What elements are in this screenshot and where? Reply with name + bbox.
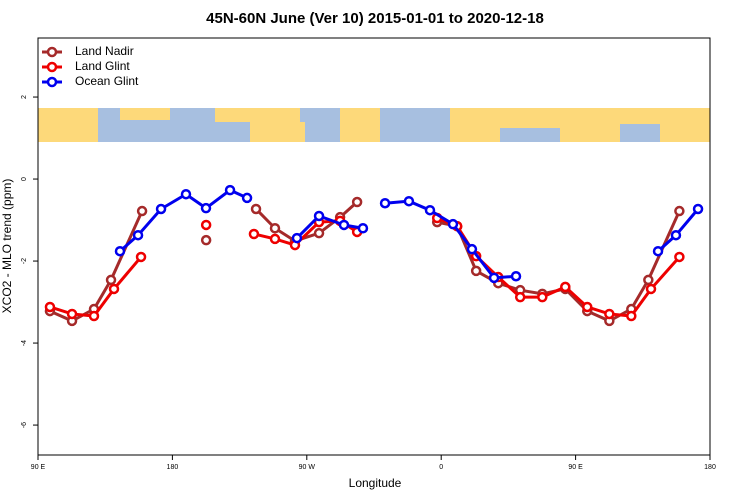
data-point xyxy=(105,274,117,286)
data-point xyxy=(250,203,262,215)
y-tick-label: 0 xyxy=(21,177,28,181)
data-point xyxy=(313,227,325,239)
legend-label: Land Nadir xyxy=(75,44,134,58)
legend-label: Ocean Glint xyxy=(75,74,139,88)
data-point xyxy=(447,218,459,230)
x-tick-label: 90 E xyxy=(568,464,583,471)
data-point xyxy=(488,272,500,284)
legend-marker xyxy=(46,61,58,73)
data-point xyxy=(560,281,571,293)
y-tick-label: -6 xyxy=(21,422,28,428)
data-point xyxy=(338,219,350,231)
data-point xyxy=(674,251,685,263)
data-point xyxy=(466,243,478,255)
x-tick-label: 180 xyxy=(167,464,179,471)
chart-title: 45N-60N June (Ver 10) 2015-01-01 to 2020… xyxy=(206,10,544,27)
series-line xyxy=(295,214,364,240)
data-point xyxy=(66,308,78,320)
data-point xyxy=(269,233,281,245)
x-tick-label: 0 xyxy=(439,464,443,471)
data-point xyxy=(692,203,704,215)
data-point xyxy=(241,192,253,204)
data-point xyxy=(200,234,212,246)
data-point xyxy=(135,251,147,263)
data-point xyxy=(269,223,281,234)
legend-marker xyxy=(46,46,58,58)
data-point xyxy=(291,232,303,244)
data-point xyxy=(351,196,363,208)
data-point xyxy=(44,301,56,313)
data-point xyxy=(510,270,522,282)
x-axis-label: Longitude xyxy=(349,476,402,490)
y-axis-label: XCO2 - MLO trend (ppm) xyxy=(0,179,14,314)
data-point xyxy=(674,205,685,217)
data-point xyxy=(537,291,548,303)
y-tick-label: -2 xyxy=(21,258,28,264)
data-point xyxy=(155,203,167,215)
data-point xyxy=(670,229,682,241)
data-point xyxy=(224,184,236,196)
data-point xyxy=(248,228,260,240)
data-point xyxy=(132,229,144,241)
series-line xyxy=(384,199,517,280)
data-point xyxy=(652,245,664,257)
plot-frame xyxy=(37,37,711,456)
data-point xyxy=(200,219,212,231)
data-point xyxy=(200,202,212,214)
y-tick-label: -4 xyxy=(21,340,28,346)
data-point xyxy=(424,204,436,216)
data-point xyxy=(313,210,325,222)
data-point xyxy=(379,197,391,209)
data-point xyxy=(581,301,593,313)
data-point xyxy=(136,205,148,217)
data-point xyxy=(604,308,615,320)
data-point xyxy=(114,245,126,257)
data-point xyxy=(403,195,415,207)
series xyxy=(114,184,704,284)
data-point xyxy=(470,265,482,277)
map-strip xyxy=(38,108,710,142)
x-tick-label: 90 E xyxy=(31,464,46,471)
data-point xyxy=(645,283,657,295)
series-line xyxy=(436,210,681,323)
data-point xyxy=(514,291,526,303)
data-point xyxy=(357,223,369,234)
data-point xyxy=(180,188,192,200)
x-tick-label: 90 W xyxy=(299,464,316,471)
legend-marker xyxy=(46,76,58,88)
legend-label: Land Glint xyxy=(75,59,130,73)
data-point xyxy=(108,283,120,295)
data-point xyxy=(626,310,637,322)
data-point xyxy=(643,274,654,286)
x-tick-label: 180 xyxy=(704,464,716,471)
data-point xyxy=(88,310,100,322)
y-tick-label: 2 xyxy=(21,95,28,99)
